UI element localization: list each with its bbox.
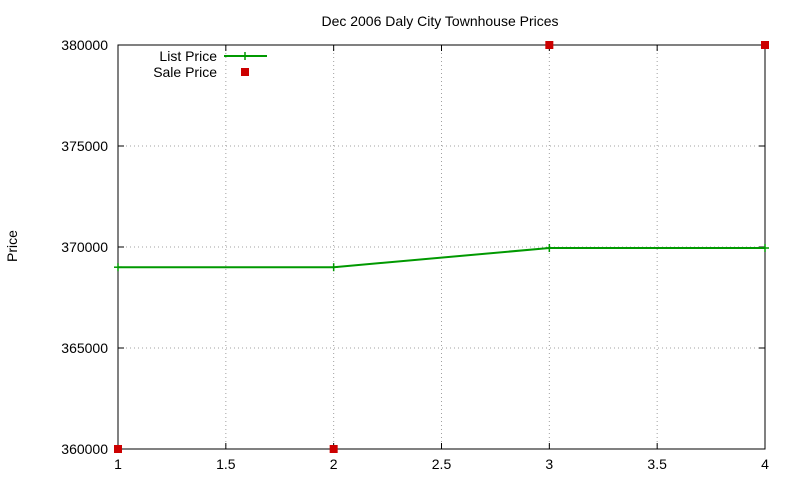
y-tick-label: 380000 [61, 37, 108, 53]
grid [118, 45, 765, 449]
y-tick-labels: 360000 365000 370000 375000 380000 [61, 37, 108, 457]
y-tick-label: 360000 [61, 441, 108, 457]
legend-label: List Price [159, 48, 217, 64]
chart-title: Dec 2006 Daly City Townhouse Prices [321, 13, 558, 29]
data-point [114, 445, 122, 453]
legend-item: List Price [159, 48, 267, 64]
y-tick-label: 375000 [61, 138, 108, 154]
x-tick-labels: 1 1.5 2 2.5 3 3.5 4 [114, 456, 769, 472]
data-point [329, 445, 338, 453]
x-tick-label: 1 [114, 456, 122, 472]
series [114, 41, 769, 453]
legend-marker [241, 68, 249, 76]
series-line [118, 247, 765, 269]
series-list-price [114, 244, 769, 272]
y-tick-label: 370000 [61, 239, 108, 255]
x-tick-label: 1.5 [216, 456, 236, 472]
legend-label: Sale Price [153, 64, 217, 80]
data-point [761, 244, 769, 253]
series-sale-price [114, 41, 769, 453]
x-tick-label: 3.5 [647, 456, 667, 472]
y-axis-label: Price [4, 230, 20, 262]
x-tick-label: 4 [761, 456, 769, 472]
data-point [545, 244, 554, 253]
legend-item: Sale Price [153, 64, 249, 80]
x-tick-label: 2 [330, 456, 338, 472]
x-tick-label: 2.5 [432, 456, 452, 472]
data-point [329, 263, 338, 272]
y-tick-label: 365000 [61, 340, 108, 356]
data-point [545, 41, 554, 49]
data-point [114, 263, 122, 272]
legend-marker [241, 52, 249, 60]
x-tick-label: 3 [545, 456, 553, 472]
data-point [761, 41, 769, 49]
